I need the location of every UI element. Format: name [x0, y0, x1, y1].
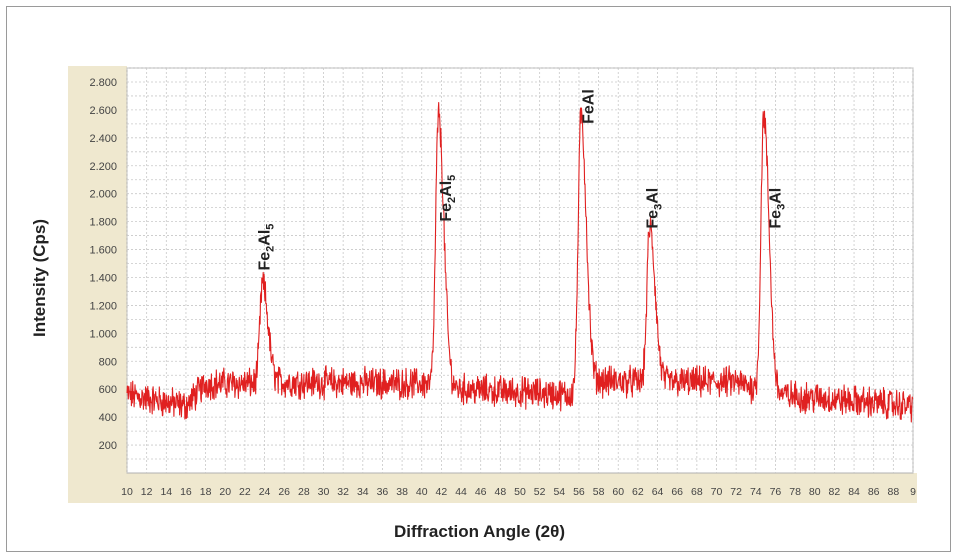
y-axis-label: Intensity (Cps)	[30, 218, 49, 338]
y-tick-label: 1.200	[89, 300, 117, 312]
x-tick-label: 38	[396, 486, 408, 498]
x-tick-label: 50	[514, 486, 526, 498]
x-tick-label: 54	[553, 486, 565, 498]
x-tick-label: 44	[455, 486, 467, 498]
x-tick-label: 52	[534, 486, 546, 498]
x-tick-label: 74	[750, 486, 762, 498]
x-tick-label: 12	[141, 486, 153, 498]
x-tick-label: 28	[298, 486, 310, 498]
x-axis-label: Diffraction Angle (2θ)	[393, 522, 565, 541]
peak-label: FeAl	[581, 89, 598, 124]
y-tick-label: 1.000	[89, 328, 117, 340]
y-tick-label: 400	[99, 412, 117, 424]
diffraction-trace	[126, 102, 914, 423]
y-tick-label: 800	[99, 356, 117, 368]
x-tick-label: 30	[318, 486, 330, 498]
y-tick-label: 2.000	[89, 189, 117, 201]
y-tick-label: 2.800	[89, 77, 117, 89]
x-tick-label: 20	[219, 486, 231, 498]
x-tick-label: 86	[868, 486, 880, 498]
x-tick-label: 16	[180, 486, 192, 498]
x-tick-label: 24	[259, 486, 271, 498]
x-tick-label: 34	[357, 486, 369, 498]
x-tick-label: 26	[278, 486, 290, 498]
x-tick-label: 70	[711, 486, 723, 498]
peak-label: Fe2Al5	[438, 175, 458, 222]
x-tick-label: 10	[121, 486, 133, 498]
x-axis-band	[68, 473, 917, 503]
x-tick-label: 72	[730, 486, 742, 498]
x-tick-label: 68	[691, 486, 703, 498]
y-tick-label: 1.400	[89, 272, 117, 284]
x-tick-label: 80	[809, 486, 821, 498]
x-tick-label: 9	[910, 486, 916, 498]
x-tick-label: 88	[888, 486, 900, 498]
x-tick-label: 66	[671, 486, 683, 498]
x-tick-label: 42	[436, 486, 448, 498]
x-tick-label: 60	[612, 486, 624, 498]
x-tick-label: 18	[200, 486, 212, 498]
peak-label: Fe3Al	[645, 188, 665, 229]
peak-label: Fe3Al	[767, 188, 787, 229]
x-tick-label: 78	[789, 486, 801, 498]
x-tick-label: 14	[160, 486, 172, 498]
peak-label: Fe2Al5	[256, 224, 276, 271]
y-tick-label: 600	[99, 384, 117, 396]
y-axis-band	[68, 66, 127, 475]
x-tick-label: 84	[848, 486, 860, 498]
x-tick-label: 62	[632, 486, 644, 498]
x-tick-label: 82	[829, 486, 841, 498]
y-tick-label: 1.600	[89, 245, 117, 257]
y-tick-label: 2.400	[89, 133, 117, 145]
y-tick-label: 200	[99, 440, 117, 452]
x-tick-label: 64	[652, 486, 664, 498]
y-tick-label: 1.800	[89, 217, 117, 229]
y-tick-label: 2.200	[89, 161, 117, 173]
x-tick-label: 22	[239, 486, 251, 498]
x-tick-label: 46	[475, 486, 487, 498]
x-tick-label: 32	[337, 486, 349, 498]
x-tick-label: 48	[495, 486, 507, 498]
x-tick-label: 56	[573, 486, 585, 498]
x-tick-label: 36	[377, 486, 389, 498]
x-tick-label: 40	[416, 486, 428, 498]
y-tick-label: 2.600	[89, 105, 117, 117]
x-tick-label: 58	[593, 486, 605, 498]
x-tick-label: 76	[770, 486, 782, 498]
